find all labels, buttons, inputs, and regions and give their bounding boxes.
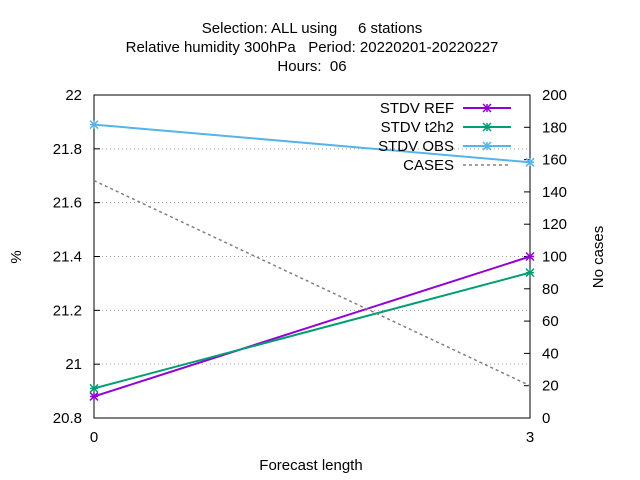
y2-tick-label: 80: [542, 281, 559, 298]
y2-tick-label: 140: [542, 184, 567, 201]
series-line: [93, 179, 531, 387]
y-axis-label: %: [8, 250, 25, 263]
data-point: [482, 103, 492, 113]
y-tick-label: 21.8: [53, 141, 82, 158]
y2-axis-label: No cases: [590, 226, 607, 289]
y-tick-label: 21.6: [53, 195, 82, 212]
y-tick-label: 20.8: [53, 410, 82, 427]
y-tick-label: 21.4: [53, 249, 82, 266]
y2-tick-label: 200: [542, 87, 567, 104]
x-axis-label: Forecast length: [259, 457, 362, 474]
series-line: [93, 271, 531, 390]
legend-label: STDV t2h2: [381, 119, 454, 136]
data-point: [525, 157, 535, 167]
y-tick-label: 21: [65, 356, 82, 373]
legend-label: STDV OBS: [378, 138, 454, 155]
y2-tick-label: 40: [542, 345, 559, 362]
y2-tick-label: 180: [542, 119, 567, 136]
grid: [94, 148, 530, 365]
legend: STDV REF STDV t2h2 STDV OBS CASES: [378, 100, 511, 174]
y2-tick-label: 60: [542, 313, 559, 330]
y-axis: 20.8 21 21.2 21.4 21.6 21.8 22: [53, 87, 100, 427]
data-point: [482, 141, 492, 151]
y2-tick-label: 20: [542, 378, 559, 395]
title-line: Hours: 06: [277, 58, 346, 75]
y2-tick-label: 100: [542, 249, 567, 266]
y2-tick-label: 160: [542, 152, 567, 169]
title-line: Relative humidity 300hPa Period: 2022020…: [126, 39, 499, 56]
x-tick-label: 0: [90, 429, 98, 446]
y2-tick-label: 120: [542, 216, 567, 233]
series-group: [89, 120, 535, 401]
y-tick-label: 22: [65, 87, 82, 104]
data-point: [482, 122, 492, 132]
data-point: [525, 268, 535, 278]
y-tick-label: 21.2: [53, 302, 82, 319]
data-point: [89, 120, 99, 130]
series-line: [93, 255, 531, 398]
legend-label: STDV REF: [380, 100, 454, 117]
data-point: [89, 391, 99, 401]
x-tick-label: 3: [526, 429, 534, 446]
legend-label: CASES: [403, 157, 454, 174]
chart-title: Selection: ALL using 6 stations Relative …: [126, 20, 499, 75]
title-line: Selection: ALL using 6 stations: [202, 20, 422, 37]
data-point: [525, 251, 535, 262]
y2-tick-label: 0: [542, 410, 550, 427]
series-line: [93, 123, 531, 164]
data-point: [89, 383, 99, 393]
